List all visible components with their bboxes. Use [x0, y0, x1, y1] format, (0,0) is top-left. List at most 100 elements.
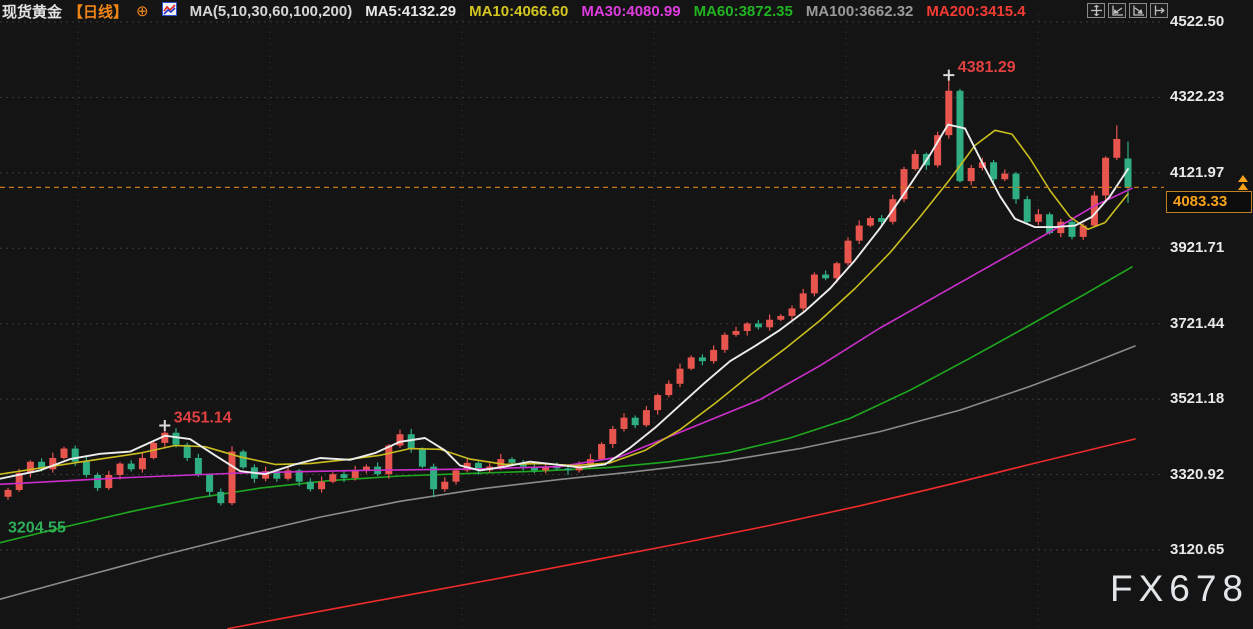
y-axis-label: 3521.18	[1170, 390, 1225, 408]
y-axis-label: 4522.50	[1170, 13, 1225, 30]
candle	[1012, 173, 1020, 200]
candle	[1124, 158, 1132, 188]
ma200-line	[227, 438, 1136, 629]
scale-right-button[interactable]	[1129, 3, 1147, 18]
candle	[306, 481, 314, 490]
candle	[430, 466, 438, 490]
candle	[654, 395, 662, 411]
candle	[15, 473, 23, 490]
candle	[665, 383, 673, 396]
candle	[452, 470, 460, 482]
candle	[1046, 214, 1054, 234]
candle	[1079, 225, 1087, 237]
ma30-line	[0, 187, 1133, 486]
candle	[273, 471, 281, 479]
candle	[94, 474, 102, 489]
candle	[967, 167, 975, 182]
candle	[642, 410, 650, 426]
timeframe-label: 【日线】	[68, 3, 129, 21]
candle	[934, 135, 942, 166]
candle	[878, 218, 886, 222]
candle	[295, 470, 303, 482]
chart-header: 现货黄金 【日线】 ⊕ MA(5,10,30,60,100,200) MA5:4…	[2, 2, 1026, 21]
candle	[1068, 221, 1076, 237]
y-axis-label: 3320.92	[1170, 465, 1225, 483]
candle	[161, 432, 169, 443]
candle	[105, 474, 113, 489]
candle	[172, 432, 180, 445]
candle	[900, 169, 908, 200]
candle	[329, 474, 337, 482]
candle	[4, 489, 12, 497]
candle	[1102, 157, 1110, 196]
candle	[82, 461, 90, 475]
candle	[1001, 173, 1009, 180]
candle	[810, 274, 818, 294]
candle	[990, 162, 998, 180]
candle	[318, 481, 326, 490]
candle	[911, 154, 919, 170]
chart-toolbar	[1087, 3, 1168, 18]
candle	[855, 225, 863, 241]
candle	[60, 448, 68, 458]
ma-settings-label: MA(5,10,30,60,100,200)	[189, 2, 353, 20]
candle	[284, 470, 292, 479]
candle	[799, 293, 807, 309]
price-annotation: 3451.14	[174, 410, 232, 427]
candle	[564, 468, 572, 471]
candle	[822, 274, 830, 279]
candle	[553, 466, 561, 469]
y-axis-label: 3120.65	[1170, 541, 1225, 558]
candle	[385, 445, 393, 475]
axis-arrow-right-icon	[1132, 5, 1144, 16]
candle	[474, 462, 482, 471]
candle	[710, 349, 718, 362]
candle	[351, 470, 359, 478]
candle	[71, 448, 79, 462]
candle	[766, 319, 774, 328]
scale-left-button[interactable]	[1108, 3, 1126, 18]
extreme-cross-marker	[943, 69, 955, 81]
candle	[609, 428, 617, 445]
candle	[206, 474, 214, 492]
candle	[687, 357, 695, 369]
candle	[777, 315, 785, 320]
candle	[407, 434, 415, 450]
mini-chart-logo-icon	[161, 2, 177, 20]
candle	[631, 417, 639, 426]
candle	[441, 481, 449, 490]
ma10-line	[0, 129, 1129, 476]
ma60-line	[0, 266, 1133, 544]
candle	[732, 331, 740, 335]
candle	[418, 449, 426, 467]
y-axis-label: 3721.44	[1170, 314, 1225, 332]
candle	[116, 463, 124, 475]
y-axis-label: 3921.71	[1170, 239, 1225, 257]
candle	[138, 457, 146, 470]
candle	[497, 459, 505, 467]
y-axis-label: 4322.23	[1170, 88, 1225, 106]
arrow-exit-right-icon	[1154, 5, 1165, 16]
watermark: FX678	[1110, 568, 1250, 609]
crosshair-move-button[interactable]	[1087, 3, 1105, 18]
candle	[945, 90, 953, 136]
extreme-cross-marker	[159, 420, 171, 432]
step-forward-button[interactable]	[1150, 3, 1168, 18]
ma60-value-label: MA60:3872.35	[693, 2, 793, 20]
candle	[1113, 138, 1121, 158]
add-indicator-icon[interactable]: ⊕	[136, 3, 149, 20]
candle	[978, 162, 986, 168]
symbol-name: 现货黄金	[2, 3, 63, 21]
candle	[217, 491, 225, 504]
candle	[743, 323, 751, 332]
candle	[127, 463, 135, 470]
ma5-line	[0, 123, 1129, 480]
price-annotation: 4381.29	[958, 59, 1016, 76]
price-up-arrow-icon	[1237, 175, 1249, 191]
candle	[530, 466, 538, 471]
candle	[542, 466, 550, 471]
candle	[396, 434, 404, 446]
candle	[1023, 199, 1031, 222]
